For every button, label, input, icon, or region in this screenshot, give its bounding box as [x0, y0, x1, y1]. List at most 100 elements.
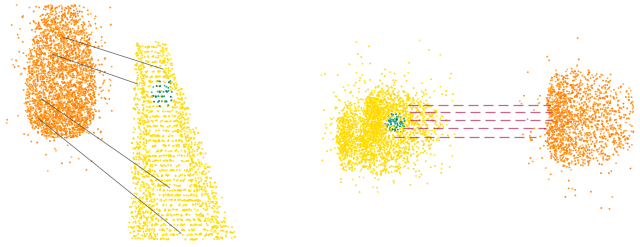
- Point: [388, 97, 399, 101]
- Point: [79, 76, 89, 80]
- Point: [357, 73, 367, 77]
- Point: [346, 155, 356, 159]
- Point: [185, 137, 195, 141]
- Point: [542, 99, 552, 103]
- Point: [50, 91, 60, 95]
- Point: [178, 223, 188, 227]
- Point: [179, 203, 189, 207]
- Point: [48, 61, 58, 65]
- Point: [176, 223, 186, 226]
- Point: [22, 87, 33, 91]
- Point: [40, 130, 51, 134]
- Point: [385, 108, 396, 112]
- Point: [390, 152, 400, 156]
- Point: [175, 179, 186, 183]
- Point: [561, 122, 572, 126]
- Point: [81, 118, 92, 122]
- Point: [361, 147, 371, 151]
- Point: [419, 114, 429, 118]
- Point: [29, 126, 40, 130]
- Point: [76, 83, 86, 87]
- Point: [598, 103, 609, 107]
- Point: [378, 163, 388, 167]
- Point: [361, 158, 371, 162]
- Point: [572, 115, 582, 119]
- Point: [547, 119, 557, 123]
- Point: [36, 86, 47, 90]
- Point: [44, 79, 54, 83]
- Point: [337, 120, 348, 124]
- Point: [140, 144, 150, 148]
- Point: [595, 96, 605, 100]
- Point: [579, 152, 589, 156]
- Point: [557, 118, 568, 122]
- Point: [86, 121, 96, 125]
- Point: [68, 135, 78, 139]
- Point: [40, 68, 50, 72]
- Point: [333, 135, 343, 139]
- Point: [51, 104, 61, 108]
- Point: [74, 101, 84, 105]
- Point: [156, 148, 166, 152]
- Point: [567, 143, 577, 147]
- Point: [364, 138, 374, 142]
- Point: [541, 96, 552, 100]
- Point: [63, 42, 73, 46]
- Point: [362, 120, 372, 124]
- Point: [392, 118, 403, 122]
- Point: [337, 151, 348, 155]
- Point: [158, 59, 168, 63]
- Point: [33, 66, 43, 70]
- Point: [372, 109, 383, 113]
- Point: [172, 101, 182, 105]
- Point: [377, 110, 387, 114]
- Point: [360, 139, 371, 143]
- Point: [129, 167, 140, 171]
- Point: [88, 113, 98, 117]
- Point: [45, 109, 55, 113]
- Point: [131, 103, 141, 107]
- Point: [356, 136, 366, 140]
- Point: [157, 173, 167, 177]
- Point: [71, 125, 81, 129]
- Point: [48, 81, 58, 84]
- Point: [84, 36, 95, 40]
- Point: [576, 119, 586, 123]
- Point: [366, 144, 376, 148]
- Point: [84, 53, 94, 57]
- Point: [200, 201, 211, 205]
- Point: [153, 51, 163, 55]
- Point: [344, 159, 355, 163]
- Point: [359, 123, 369, 126]
- Point: [127, 210, 137, 214]
- Point: [145, 134, 156, 138]
- Point: [358, 148, 368, 152]
- Point: [544, 97, 554, 101]
- Point: [154, 70, 164, 74]
- Point: [141, 132, 151, 136]
- Point: [339, 125, 349, 129]
- Point: [374, 118, 385, 122]
- Point: [67, 64, 77, 68]
- Point: [177, 132, 187, 136]
- Point: [589, 142, 600, 146]
- Point: [415, 38, 425, 42]
- Point: [85, 114, 95, 118]
- Point: [150, 140, 161, 144]
- Point: [60, 15, 70, 19]
- Point: [177, 199, 188, 203]
- Point: [58, 65, 68, 69]
- Point: [547, 137, 557, 141]
- Point: [584, 68, 594, 72]
- Point: [74, 117, 84, 121]
- Point: [360, 81, 371, 85]
- Point: [584, 70, 595, 74]
- Point: [362, 100, 372, 104]
- Point: [74, 85, 84, 89]
- Point: [147, 45, 157, 49]
- Point: [76, 120, 86, 124]
- Point: [22, 101, 32, 104]
- Point: [192, 237, 202, 241]
- Point: [547, 154, 557, 158]
- Point: [136, 199, 146, 203]
